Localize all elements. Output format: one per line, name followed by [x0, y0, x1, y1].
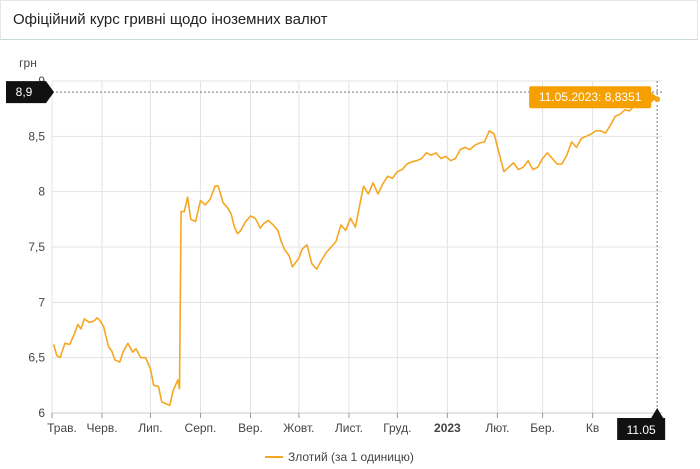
series-line-zloty[interactable] [52, 98, 658, 407]
x-tick-label: Бер. [530, 421, 555, 435]
x-tick-label: 2023 [434, 421, 461, 435]
x-tick-label: Лют. [485, 421, 509, 435]
y-tick-label: 6 [38, 406, 45, 420]
x-tick-label: Груд. [383, 421, 411, 435]
tooltip-text: 11.05.2023: 8,8351 [539, 90, 642, 104]
crosshair-x-label: 11.05 [627, 423, 656, 437]
x-tick-label: Серп. [185, 421, 217, 435]
crosshair-x-badge [617, 408, 666, 440]
x-tick-label: Жовт. [283, 421, 314, 435]
tooltip-pointer [651, 92, 658, 103]
chart-header: Офіційний курс гривні щодо іноземних вал… [0, 0, 698, 40]
x-tick-label: Трав. [47, 421, 77, 435]
y-tick-label: 8,5 [28, 129, 45, 143]
y-axis-label: грн [19, 56, 37, 70]
y-tick-label: 7,5 [28, 240, 45, 254]
crosshair-y-label: 8,9 [16, 85, 33, 99]
tooltip-box [529, 86, 652, 109]
legend-label[interactable]: Злотий (за 1 одиницю) [288, 450, 414, 464]
x-tick-label: Лист. [335, 421, 363, 435]
x-tick-label: Черв. [86, 421, 117, 435]
y-tick-label: 9 [38, 74, 45, 88]
crosshair-y-badge [6, 81, 54, 104]
x-tick-label: Лип. [138, 421, 162, 435]
x-tick-label: Кв [586, 421, 599, 435]
y-tick-label: 6,5 [28, 351, 45, 365]
y-tick-label: 7 [38, 295, 45, 309]
y-tick-label: 8 [38, 185, 45, 199]
page-title: Офіційний курс гривні щодо іноземних вал… [13, 11, 328, 28]
x-tick-label: Вер. [238, 421, 263, 435]
